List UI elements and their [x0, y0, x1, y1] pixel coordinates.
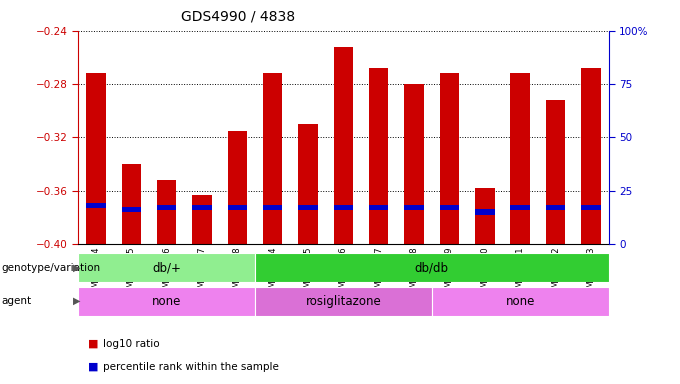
Bar: [432, 287, 609, 316]
Bar: [475, 188, 494, 244]
Bar: [475, 209, 494, 215]
Bar: [122, 164, 141, 244]
Bar: [157, 180, 176, 244]
Bar: [86, 73, 105, 244]
Bar: [228, 205, 247, 210]
Bar: [78, 253, 255, 282]
Bar: [78, 287, 255, 316]
Text: rosiglitazone: rosiglitazone: [305, 295, 381, 308]
Bar: [369, 68, 388, 244]
Bar: [581, 68, 600, 244]
Bar: [546, 100, 565, 244]
Text: log10 ratio: log10 ratio: [103, 339, 160, 349]
Bar: [122, 207, 141, 212]
Text: ■: ■: [88, 339, 99, 349]
Bar: [228, 131, 247, 244]
Text: genotype/variation: genotype/variation: [1, 263, 101, 273]
Text: db/db: db/db: [415, 262, 449, 274]
Text: percentile rank within the sample: percentile rank within the sample: [103, 362, 279, 372]
Bar: [511, 73, 530, 244]
Bar: [299, 124, 318, 244]
Text: ■: ■: [88, 362, 99, 372]
Bar: [255, 253, 609, 282]
Bar: [511, 205, 530, 210]
Bar: [440, 205, 459, 210]
Bar: [86, 203, 105, 208]
Bar: [192, 205, 211, 210]
Bar: [546, 205, 565, 210]
Text: agent: agent: [1, 296, 31, 306]
Text: none: none: [152, 295, 182, 308]
Bar: [405, 84, 424, 244]
Bar: [157, 205, 176, 210]
Text: ▶: ▶: [73, 263, 81, 273]
Bar: [334, 47, 353, 244]
Bar: [255, 287, 432, 316]
Bar: [334, 205, 353, 210]
Text: db/+: db/+: [152, 262, 181, 274]
Bar: [192, 195, 211, 244]
Bar: [440, 73, 459, 244]
Text: GDS4990 / 4838: GDS4990 / 4838: [181, 10, 295, 23]
Bar: [369, 205, 388, 210]
Text: none: none: [505, 295, 535, 308]
Bar: [299, 205, 318, 210]
Bar: [581, 205, 600, 210]
Bar: [405, 205, 424, 210]
Bar: [263, 205, 282, 210]
Text: ▶: ▶: [73, 296, 81, 306]
Bar: [263, 73, 282, 244]
